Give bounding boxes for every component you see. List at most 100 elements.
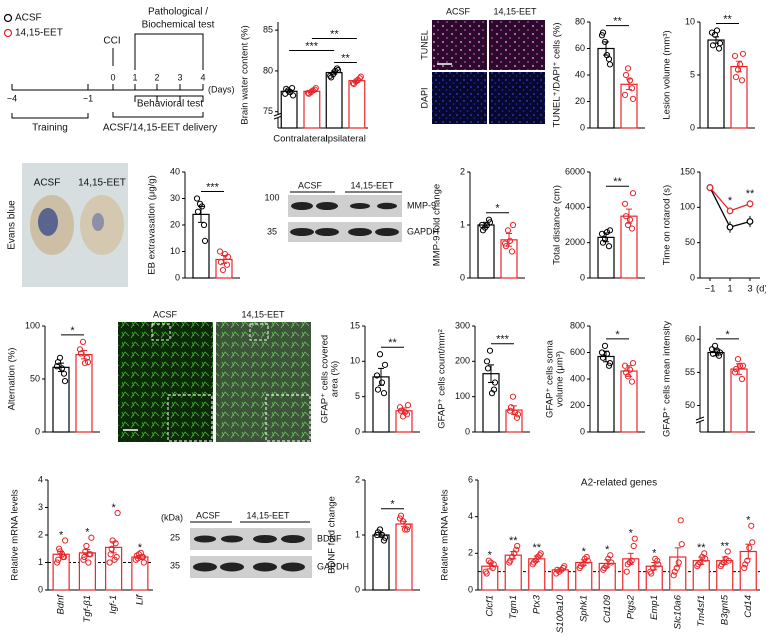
data-point — [511, 409, 519, 416]
y-tick-label: 20 — [575, 96, 585, 106]
data-point — [746, 544, 753, 551]
micrograph — [489, 20, 545, 70]
group-label: 14,15-EET — [78, 178, 126, 189]
data-point — [138, 553, 145, 561]
data-point — [670, 572, 677, 579]
data-point — [561, 563, 568, 570]
y-axis-label: Time on rotarod (s) — [662, 185, 673, 265]
data-point — [489, 564, 496, 572]
data-point — [713, 347, 721, 354]
significance: * — [70, 325, 75, 337]
data-point — [83, 354, 91, 361]
data-point — [223, 261, 231, 268]
y-tick-label: 15 — [350, 320, 360, 330]
bar — [707, 351, 725, 433]
y-tick-label: 150 — [680, 166, 695, 176]
y-axis-label: BDNF fold change — [327, 496, 338, 574]
data-point — [140, 559, 147, 566]
data-point — [54, 358, 62, 366]
y-axis-label: TUNEL⁺/DAPI⁺ cells (%) — [552, 22, 563, 127]
data-point — [623, 568, 630, 575]
data-point — [380, 390, 388, 397]
axis-break — [274, 114, 282, 118]
y-tick-label: 50 — [30, 373, 40, 383]
significance: * — [111, 502, 116, 514]
data-point — [84, 358, 92, 366]
y-tick-label: 6000 — [565, 166, 585, 176]
bar — [620, 215, 638, 279]
significance: * — [85, 527, 90, 539]
y-axis-label: Alternation (%) — [7, 348, 18, 411]
data-point — [628, 378, 636, 385]
data-point — [736, 362, 744, 369]
significance: * — [746, 515, 751, 527]
data-point — [739, 50, 747, 57]
y-tick-label: 4 — [468, 511, 473, 521]
data-point — [404, 402, 412, 409]
significance: ** — [613, 176, 622, 188]
data-point — [403, 526, 411, 533]
data-point — [583, 553, 590, 561]
data-point — [507, 557, 514, 564]
data-point — [401, 526, 409, 533]
y-tick-label: 0 — [35, 426, 40, 436]
blot — [190, 528, 312, 550]
axis-break — [695, 419, 705, 424]
x-tick-label: Sphk1 — [578, 595, 589, 622]
data-point — [401, 409, 409, 416]
y-tick-label: 0 — [355, 584, 360, 594]
data-point — [534, 553, 541, 561]
data-point — [741, 564, 748, 572]
x-tick-label: Cd14 — [743, 595, 754, 618]
y-tick-label: 75 — [263, 106, 273, 116]
data-point — [603, 350, 611, 357]
significance: *** — [206, 181, 220, 193]
data-point — [626, 77, 634, 84]
day-label: 2 — [154, 72, 159, 82]
data-point — [713, 27, 721, 34]
y-tick-label: 10 — [170, 246, 180, 256]
inset-box — [167, 394, 213, 442]
marker-label: 25 — [170, 532, 180, 542]
data-point — [606, 227, 614, 234]
y-tick-label: 0 — [38, 584, 43, 594]
data-point — [111, 556, 118, 563]
data-point — [739, 362, 747, 369]
data-point — [305, 90, 313, 97]
data-point — [709, 42, 717, 49]
data-point — [530, 559, 537, 566]
data-point — [380, 537, 388, 544]
data-point — [80, 556, 87, 563]
data-point — [731, 52, 739, 60]
day-ticks — [11, 84, 204, 90]
data-point — [748, 522, 755, 529]
data-point — [357, 73, 364, 80]
data-point — [350, 80, 358, 88]
data-point — [483, 221, 491, 229]
stain-label: TUNEL — [419, 30, 429, 60]
data-point — [736, 61, 744, 68]
y-tick-label: 1 — [460, 219, 465, 229]
data-point — [396, 404, 404, 411]
data-point — [621, 91, 629, 98]
data-point — [628, 557, 635, 564]
data-point — [502, 243, 510, 250]
y-axis-label: Relative mRNA levels — [10, 489, 21, 581]
data-point — [749, 539, 756, 546]
data-point — [373, 372, 381, 379]
data-point — [328, 74, 335, 81]
x-tick-label: Tgm1 — [508, 595, 519, 619]
y-tick-label: 80 — [575, 16, 585, 26]
y-tick-label: 55 — [685, 367, 695, 377]
data-point — [606, 360, 614, 367]
x-tick-label: Ipsilateral — [325, 134, 366, 145]
bar — [303, 90, 321, 129]
y-tick-label: 0 — [690, 272, 695, 282]
evans-image: ACSF 14,15-EET Evans blue — [7, 163, 128, 287]
y-tick-label: 60 — [575, 43, 585, 53]
data-point — [599, 239, 607, 246]
data-point — [484, 365, 492, 372]
y-axis-label: EB extravasation (μg/g) — [147, 175, 158, 274]
y-axis-label: Total distance (cm) — [552, 185, 563, 265]
y-tick-label: 60 — [685, 334, 695, 344]
